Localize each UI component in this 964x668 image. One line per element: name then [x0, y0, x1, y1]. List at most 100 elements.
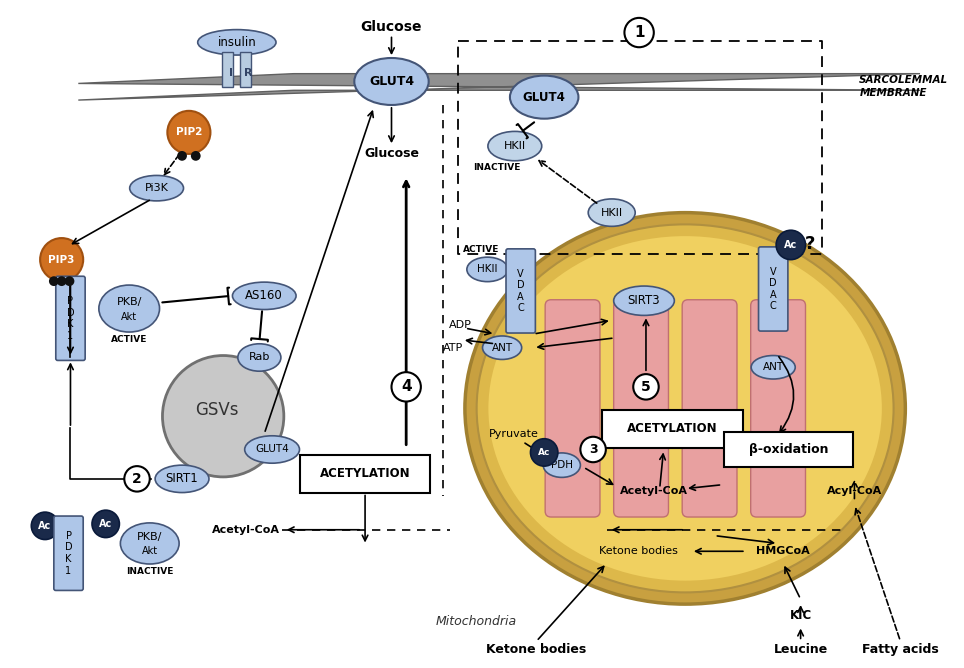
- Text: Ac: Ac: [39, 521, 52, 531]
- Ellipse shape: [120, 523, 179, 564]
- Text: Glucose: Glucose: [361, 19, 422, 33]
- Text: Acyl-CoA: Acyl-CoA: [827, 486, 882, 496]
- Text: SIRT3: SIRT3: [628, 294, 660, 307]
- Circle shape: [49, 277, 59, 286]
- Text: ANT: ANT: [763, 362, 784, 372]
- Ellipse shape: [488, 132, 542, 161]
- Text: 1: 1: [634, 25, 644, 40]
- Text: ACETYLATION: ACETYLATION: [320, 468, 411, 480]
- Text: ADP: ADP: [448, 320, 471, 330]
- Text: HKII: HKII: [601, 208, 623, 218]
- Text: Acetyl-CoA: Acetyl-CoA: [212, 525, 280, 535]
- Text: HKII: HKII: [504, 141, 526, 151]
- Circle shape: [65, 277, 74, 286]
- Ellipse shape: [614, 286, 675, 315]
- Circle shape: [168, 111, 210, 154]
- Text: PDH: PDH: [550, 460, 573, 470]
- FancyBboxPatch shape: [602, 410, 743, 448]
- FancyBboxPatch shape: [683, 300, 737, 517]
- Text: ACTIVE: ACTIVE: [464, 245, 499, 255]
- Text: Mitochondria: Mitochondria: [436, 615, 517, 628]
- Circle shape: [191, 151, 201, 161]
- Ellipse shape: [155, 465, 209, 492]
- Text: V
D
A
C: V D A C: [769, 267, 777, 311]
- FancyBboxPatch shape: [54, 516, 83, 591]
- Text: GLUT4: GLUT4: [255, 444, 289, 454]
- Ellipse shape: [467, 257, 508, 282]
- Text: 3: 3: [589, 443, 598, 456]
- Circle shape: [391, 372, 421, 401]
- Ellipse shape: [510, 75, 578, 119]
- Text: ACETYLATION: ACETYLATION: [627, 422, 718, 436]
- Text: KIC: KIC: [790, 609, 812, 623]
- Text: Ac: Ac: [99, 519, 113, 529]
- Circle shape: [163, 355, 283, 477]
- Text: GLUT4: GLUT4: [522, 91, 566, 104]
- Text: Ketone bodies: Ketone bodies: [599, 546, 678, 556]
- Ellipse shape: [198, 29, 276, 55]
- FancyBboxPatch shape: [240, 52, 251, 88]
- Text: PKB/: PKB/: [117, 297, 142, 307]
- Circle shape: [57, 277, 67, 286]
- Text: P
D
K
1: P D K 1: [65, 531, 72, 576]
- Text: Ac: Ac: [538, 448, 550, 457]
- FancyBboxPatch shape: [56, 277, 85, 361]
- FancyBboxPatch shape: [759, 247, 788, 331]
- FancyBboxPatch shape: [506, 249, 535, 333]
- Text: 2: 2: [132, 472, 142, 486]
- Text: ATP: ATP: [443, 343, 464, 353]
- Text: Acetyl-CoA: Acetyl-CoA: [620, 486, 687, 496]
- Ellipse shape: [751, 355, 795, 379]
- Text: GLUT4: GLUT4: [369, 75, 415, 88]
- Text: PIP3: PIP3: [48, 255, 75, 265]
- Text: Leucine: Leucine: [773, 643, 828, 656]
- Text: Ac: Ac: [784, 240, 797, 250]
- Text: PIP2: PIP2: [175, 128, 202, 138]
- Polygon shape: [78, 73, 920, 100]
- Circle shape: [92, 510, 120, 538]
- Text: Ketone bodies: Ketone bodies: [486, 643, 586, 656]
- Circle shape: [177, 151, 187, 161]
- FancyBboxPatch shape: [546, 300, 600, 517]
- Text: Fatty acids: Fatty acids: [862, 643, 939, 656]
- Ellipse shape: [465, 212, 905, 604]
- Text: Glucose: Glucose: [364, 148, 419, 160]
- Circle shape: [124, 466, 149, 492]
- FancyBboxPatch shape: [222, 52, 233, 88]
- FancyBboxPatch shape: [301, 456, 430, 492]
- Text: Akt: Akt: [142, 546, 158, 556]
- Text: ANT: ANT: [492, 343, 513, 353]
- Ellipse shape: [543, 453, 580, 478]
- Text: V
D
A
C: V D A C: [517, 269, 524, 313]
- Text: R: R: [244, 67, 253, 77]
- Circle shape: [530, 439, 558, 466]
- Ellipse shape: [238, 344, 281, 371]
- Ellipse shape: [476, 224, 894, 593]
- Text: AS160: AS160: [246, 289, 283, 303]
- Text: Pi3K: Pi3K: [145, 183, 169, 193]
- Text: HMGCoA: HMGCoA: [756, 546, 810, 556]
- Text: ?: ?: [805, 235, 816, 253]
- Ellipse shape: [99, 285, 159, 332]
- Text: insulin: insulin: [218, 36, 256, 49]
- Ellipse shape: [588, 199, 635, 226]
- Text: 4: 4: [401, 379, 412, 394]
- Text: ACTIVE: ACTIVE: [111, 335, 147, 345]
- Text: β-oxidation: β-oxidation: [749, 443, 829, 456]
- Circle shape: [40, 238, 83, 281]
- Ellipse shape: [489, 236, 882, 580]
- Text: SIRT1: SIRT1: [166, 472, 199, 486]
- FancyBboxPatch shape: [614, 300, 668, 517]
- Text: INACTIVE: INACTIVE: [126, 567, 174, 576]
- FancyBboxPatch shape: [724, 432, 853, 467]
- Text: Pyruvate: Pyruvate: [489, 429, 539, 439]
- Circle shape: [776, 230, 806, 260]
- Circle shape: [31, 512, 59, 540]
- Text: P
D
K
1: P D K 1: [67, 296, 74, 341]
- Text: SARCOLEMMAL: SARCOLEMMAL: [859, 75, 949, 85]
- Ellipse shape: [483, 336, 522, 359]
- Text: GSVs: GSVs: [196, 401, 239, 420]
- Ellipse shape: [232, 282, 296, 309]
- Text: PKB/: PKB/: [137, 532, 163, 542]
- Circle shape: [625, 18, 654, 47]
